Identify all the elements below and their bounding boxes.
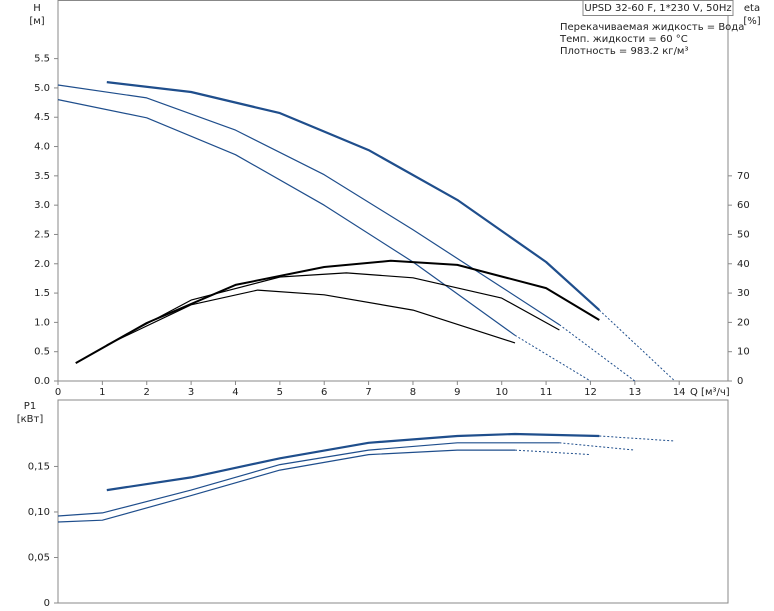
y-tick-label: 0.0 bbox=[34, 376, 50, 387]
bottom-frame bbox=[57, 399, 729, 604]
y-tick-label: 4.0 bbox=[34, 142, 50, 153]
x-tick-label: 4 bbox=[232, 387, 238, 398]
top-frame bbox=[57, 0, 729, 382]
x-tick-label: 3 bbox=[188, 387, 194, 398]
curve bbox=[75, 259, 600, 364]
y-tick-label: 0.5 bbox=[34, 347, 50, 358]
curve bbox=[106, 289, 516, 346]
y-tick-label: 3.5 bbox=[34, 171, 50, 182]
y-unit: [кВт] bbox=[17, 414, 44, 425]
curve bbox=[57, 449, 515, 523]
curve bbox=[106, 272, 560, 346]
x-tick-label: 7 bbox=[365, 387, 371, 398]
x-tick-label: 8 bbox=[410, 387, 416, 398]
y-tick-label: 0,15 bbox=[28, 461, 50, 472]
note: Перекачиваемая жидкость = Вода bbox=[560, 22, 744, 33]
label-box bbox=[582, 0, 734, 16]
y2-tick-label: 50 bbox=[737, 229, 750, 240]
curve-extension bbox=[598, 309, 676, 382]
y2-label: eta bbox=[744, 3, 760, 14]
curve-extension bbox=[559, 442, 635, 451]
y-tick-label: 2.0 bbox=[34, 259, 50, 270]
x-tick-label: 1 bbox=[99, 387, 105, 398]
y2-tick-label: 40 bbox=[737, 259, 750, 270]
x-tick-label: 2 bbox=[144, 387, 150, 398]
y-label: H bbox=[33, 3, 41, 14]
y2-unit: [%] bbox=[743, 16, 760, 27]
x-tick-label: 9 bbox=[454, 387, 460, 398]
curve bbox=[57, 442, 560, 517]
y-tick-label: 1.5 bbox=[34, 288, 50, 299]
x-tick-label: 13 bbox=[628, 387, 641, 398]
y-unit: [м] bbox=[29, 16, 44, 27]
y-tick-label: 5.5 bbox=[34, 54, 50, 65]
y-tick-label: 1.0 bbox=[34, 317, 50, 328]
curve bbox=[57, 99, 516, 336]
y-tick-label: 4.5 bbox=[34, 112, 50, 123]
y2-tick-label: 20 bbox=[737, 317, 750, 328]
y2-tick-label: 0 bbox=[737, 376, 743, 387]
note: Плотность = 983.2 кг/м³ bbox=[560, 46, 689, 57]
y2-tick-label: 30 bbox=[737, 288, 750, 299]
y2-tick-label: 70 bbox=[737, 171, 750, 182]
x-tick-label: 14 bbox=[673, 387, 686, 398]
x-tick-label: 6 bbox=[321, 387, 327, 398]
curve-extension bbox=[514, 449, 591, 456]
curve bbox=[57, 84, 560, 326]
y2-tick-label: 60 bbox=[737, 200, 750, 211]
x-tick-label: 5 bbox=[277, 387, 283, 398]
x-tick-label: 12 bbox=[584, 387, 597, 398]
y-tick-label: 2.5 bbox=[34, 229, 50, 240]
curve-extension bbox=[514, 334, 591, 382]
y-tick-label: 0 bbox=[44, 598, 50, 609]
curve-extension bbox=[599, 435, 675, 442]
y-label: P1 bbox=[24, 401, 36, 412]
x-tick-label: 11 bbox=[540, 387, 553, 398]
label-box-text: UPSD 32-60 F, 1*230 V, 50Hz bbox=[584, 3, 731, 14]
curve bbox=[106, 432, 600, 492]
y-tick-label: 0,10 bbox=[28, 507, 50, 518]
x-tick-label: 10 bbox=[495, 387, 508, 398]
y-tick-label: 3.0 bbox=[34, 200, 50, 211]
y-tick-label: 5.0 bbox=[34, 83, 50, 94]
y-tick-label: 0,05 bbox=[28, 552, 50, 563]
curve bbox=[106, 81, 601, 311]
y2-tick-label: 10 bbox=[737, 347, 750, 358]
x-label: Q [м³/ч] bbox=[690, 387, 730, 398]
note: Темп. жидкости = 60 °C bbox=[559, 34, 688, 45]
x-tick-label: 0 bbox=[55, 387, 61, 398]
